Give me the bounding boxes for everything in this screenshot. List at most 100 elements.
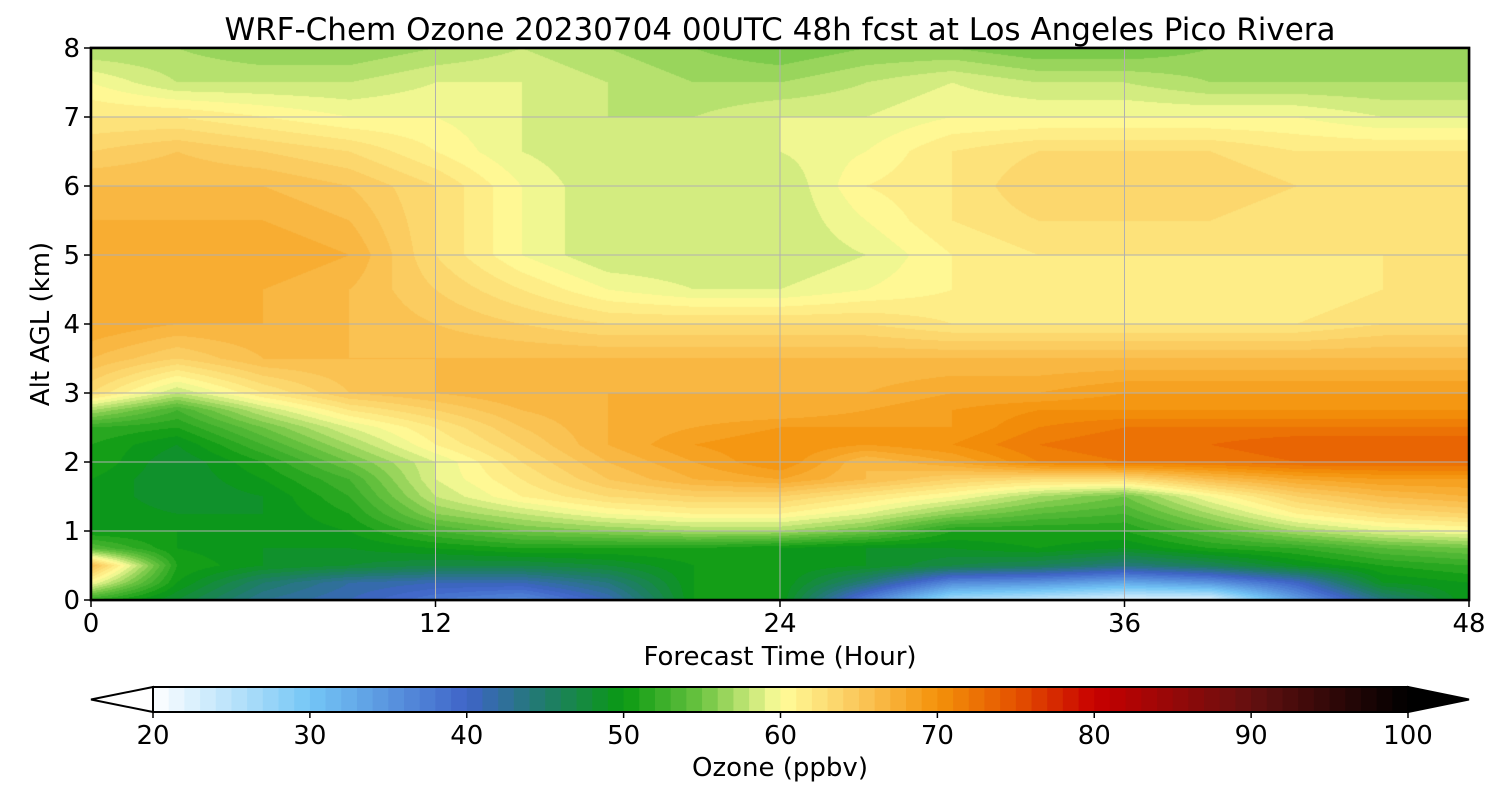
colorbar-segment (1345, 687, 1362, 712)
colorbar-segment (811, 687, 829, 712)
x-tick-label: 36 (1108, 609, 1141, 639)
colorbar-segment (262, 687, 280, 712)
colorbar-segment (482, 687, 499, 712)
colorbar-min-extend (90, 685, 154, 714)
y-tick-label: 5 (63, 241, 80, 271)
colorbar-segment (686, 687, 703, 712)
y-tick-label: 4 (63, 310, 80, 340)
colorbar-segment (419, 687, 436, 712)
y-axis-label: Alt AGL (km) (26, 242, 56, 406)
colorbar-segment (1204, 687, 1221, 712)
colorbar-segment (843, 687, 860, 712)
colorbar-segment (1157, 687, 1174, 712)
colorbar-segment (153, 687, 170, 712)
colorbar-segment (356, 687, 374, 712)
colorbar-tick-label: 70 (921, 721, 954, 751)
colorbar-segment (592, 687, 609, 712)
ozone-contour-field (91, 48, 1469, 600)
colorbar-segment (325, 687, 342, 712)
colorbar-segment (1125, 687, 1142, 712)
chart-title: WRF-Chem Ozone 20230704 00UTC 48h fcst a… (224, 12, 1335, 48)
colorbar-segment (827, 687, 844, 712)
colorbar-segment (1219, 687, 1237, 712)
colorbar-segment (560, 687, 578, 712)
colorbar-segment (1360, 687, 1378, 712)
colorbar-segment (1313, 687, 1331, 712)
colorbar-segment (498, 687, 515, 712)
colorbar-segment (231, 687, 248, 712)
colorbar-segment (200, 687, 217, 712)
colorbar-segment (1188, 687, 1205, 712)
colorbar-segment (372, 687, 389, 712)
colorbar-segment (1376, 687, 1393, 712)
colorbar-segment (607, 687, 625, 712)
colorbar-segment (670, 687, 687, 712)
colorbar-segment (1015, 687, 1033, 712)
colorbar-segment (623, 687, 640, 712)
y-axis: 0 1 2 3 4 5 6 7 8 (63, 34, 91, 616)
colorbar-segment (717, 687, 735, 712)
colorbar-segment (529, 687, 546, 712)
colorbar-segment (545, 687, 562, 712)
colorbar-segment (937, 687, 954, 712)
colorbar-segment (168, 687, 185, 712)
colorbar-tick-label: 50 (607, 721, 640, 751)
colorbar-segment (451, 687, 468, 712)
colorbar-segment (1047, 687, 1064, 712)
colorbar-segment (576, 687, 593, 712)
colorbar-segment (639, 687, 656, 712)
colorbar-segment (513, 687, 531, 712)
colorbar-segment (1062, 687, 1080, 712)
colorbar-segment (1235, 687, 1252, 712)
colorbar-segment (1094, 687, 1111, 712)
colorbar-segment (749, 687, 766, 712)
colorbar-tick-label: 20 (136, 721, 169, 751)
y-tick-label: 8 (63, 34, 80, 64)
colorbar-segment (1298, 687, 1315, 712)
y-tick-label: 3 (63, 379, 80, 409)
colorbar-segment (858, 687, 876, 712)
colorbar-tick-label: 60 (764, 721, 797, 751)
colorbar-segment (1031, 687, 1048, 712)
x-tick-label: 0 (83, 609, 100, 639)
colorbar-segment (655, 687, 672, 712)
colorbar-max-extend (1407, 685, 1470, 714)
colorbar-segment (780, 687, 797, 712)
colorbar-segment (247, 687, 264, 712)
colorbar-segment (1251, 687, 1268, 712)
colorbar-segment (341, 687, 358, 712)
colorbar-label: Ozone (ppbv) (692, 753, 868, 783)
x-axis: 0 12 24 36 48 (83, 600, 1486, 639)
colorbar-segment (890, 687, 907, 712)
colorbar-segment (1329, 687, 1346, 712)
y-tick-label: 6 (63, 172, 80, 202)
colorbar-segment (796, 687, 813, 712)
colorbar-segment (184, 687, 201, 712)
colorbar-segment (1392, 687, 1409, 712)
colorbar-segment (921, 687, 938, 712)
colorbar-segment (466, 687, 484, 712)
colorbar-tick-label: 40 (450, 721, 483, 751)
colorbar-segment (1282, 687, 1299, 712)
y-tick-label: 1 (63, 517, 80, 547)
colorbar-segment (404, 687, 421, 712)
colorbar-segment (1000, 687, 1017, 712)
x-axis-label: Forecast Time (Hour) (643, 642, 916, 672)
colorbar-segment (1109, 687, 1127, 712)
colorbar-segment (733, 687, 750, 712)
colorbar-segment (1078, 687, 1095, 712)
colorbar-segment (294, 687, 311, 712)
colorbar-segment (874, 687, 891, 712)
colorbar-segment (1141, 687, 1158, 712)
colorbar-segment (764, 687, 782, 712)
colorbar-tick-label: 90 (1235, 721, 1268, 751)
colorbar-segment (906, 687, 923, 712)
colorbar-segment (215, 687, 233, 712)
y-tick-label: 0 (63, 586, 80, 616)
colorbar-segment (953, 687, 970, 712)
colorbar-tick-label: 30 (293, 721, 326, 751)
x-tick-label: 48 (1452, 609, 1485, 639)
colorbar-segment (968, 687, 986, 712)
colorbar: 20 30 40 50 60 70 80 90 100 (90, 685, 1470, 751)
